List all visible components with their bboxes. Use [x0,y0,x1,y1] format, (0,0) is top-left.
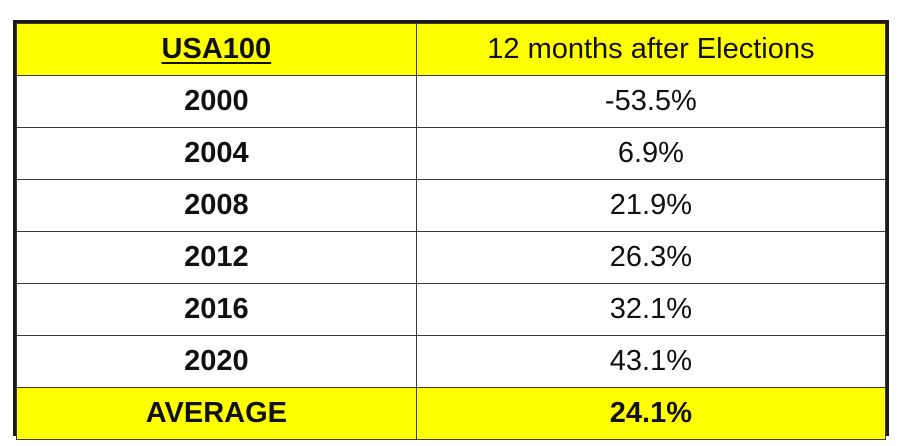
table-footer-row: AVERAGE 24.1% [16,387,887,440]
header-period: 12 months after Elections [415,23,887,76]
row-year: 2000 [16,75,417,128]
average-label: AVERAGE [16,387,417,440]
row-year: 2020 [16,335,417,388]
table-row: 2020 43.1% [16,335,887,388]
row-return: 6.9% [415,127,887,180]
row-year: 2004 [16,127,417,180]
returns-table-frame: USA100 12 months after Elections 2000 -5… [13,20,889,440]
table-row: 2012 26.3% [16,231,887,284]
table-row: 2008 21.9% [16,179,887,232]
table-row: 2016 32.1% [16,283,887,336]
row-return: 21.9% [415,179,887,232]
table-row: 2004 6.9% [16,127,887,180]
row-year: 2016 [16,283,417,336]
average-value: 24.1% [415,387,887,440]
header-index-name: USA100 [16,23,417,76]
returns-table: USA100 12 months after Elections 2000 -5… [16,23,887,440]
table-row: 2000 -53.5% [16,75,887,128]
row-year: 2008 [16,179,417,232]
row-return: -53.5% [415,75,887,128]
row-return: 32.1% [415,283,887,336]
table-header-row: USA100 12 months after Elections [16,23,887,76]
row-return: 26.3% [415,231,887,284]
row-return: 43.1% [415,335,887,388]
row-year: 2012 [16,231,417,284]
